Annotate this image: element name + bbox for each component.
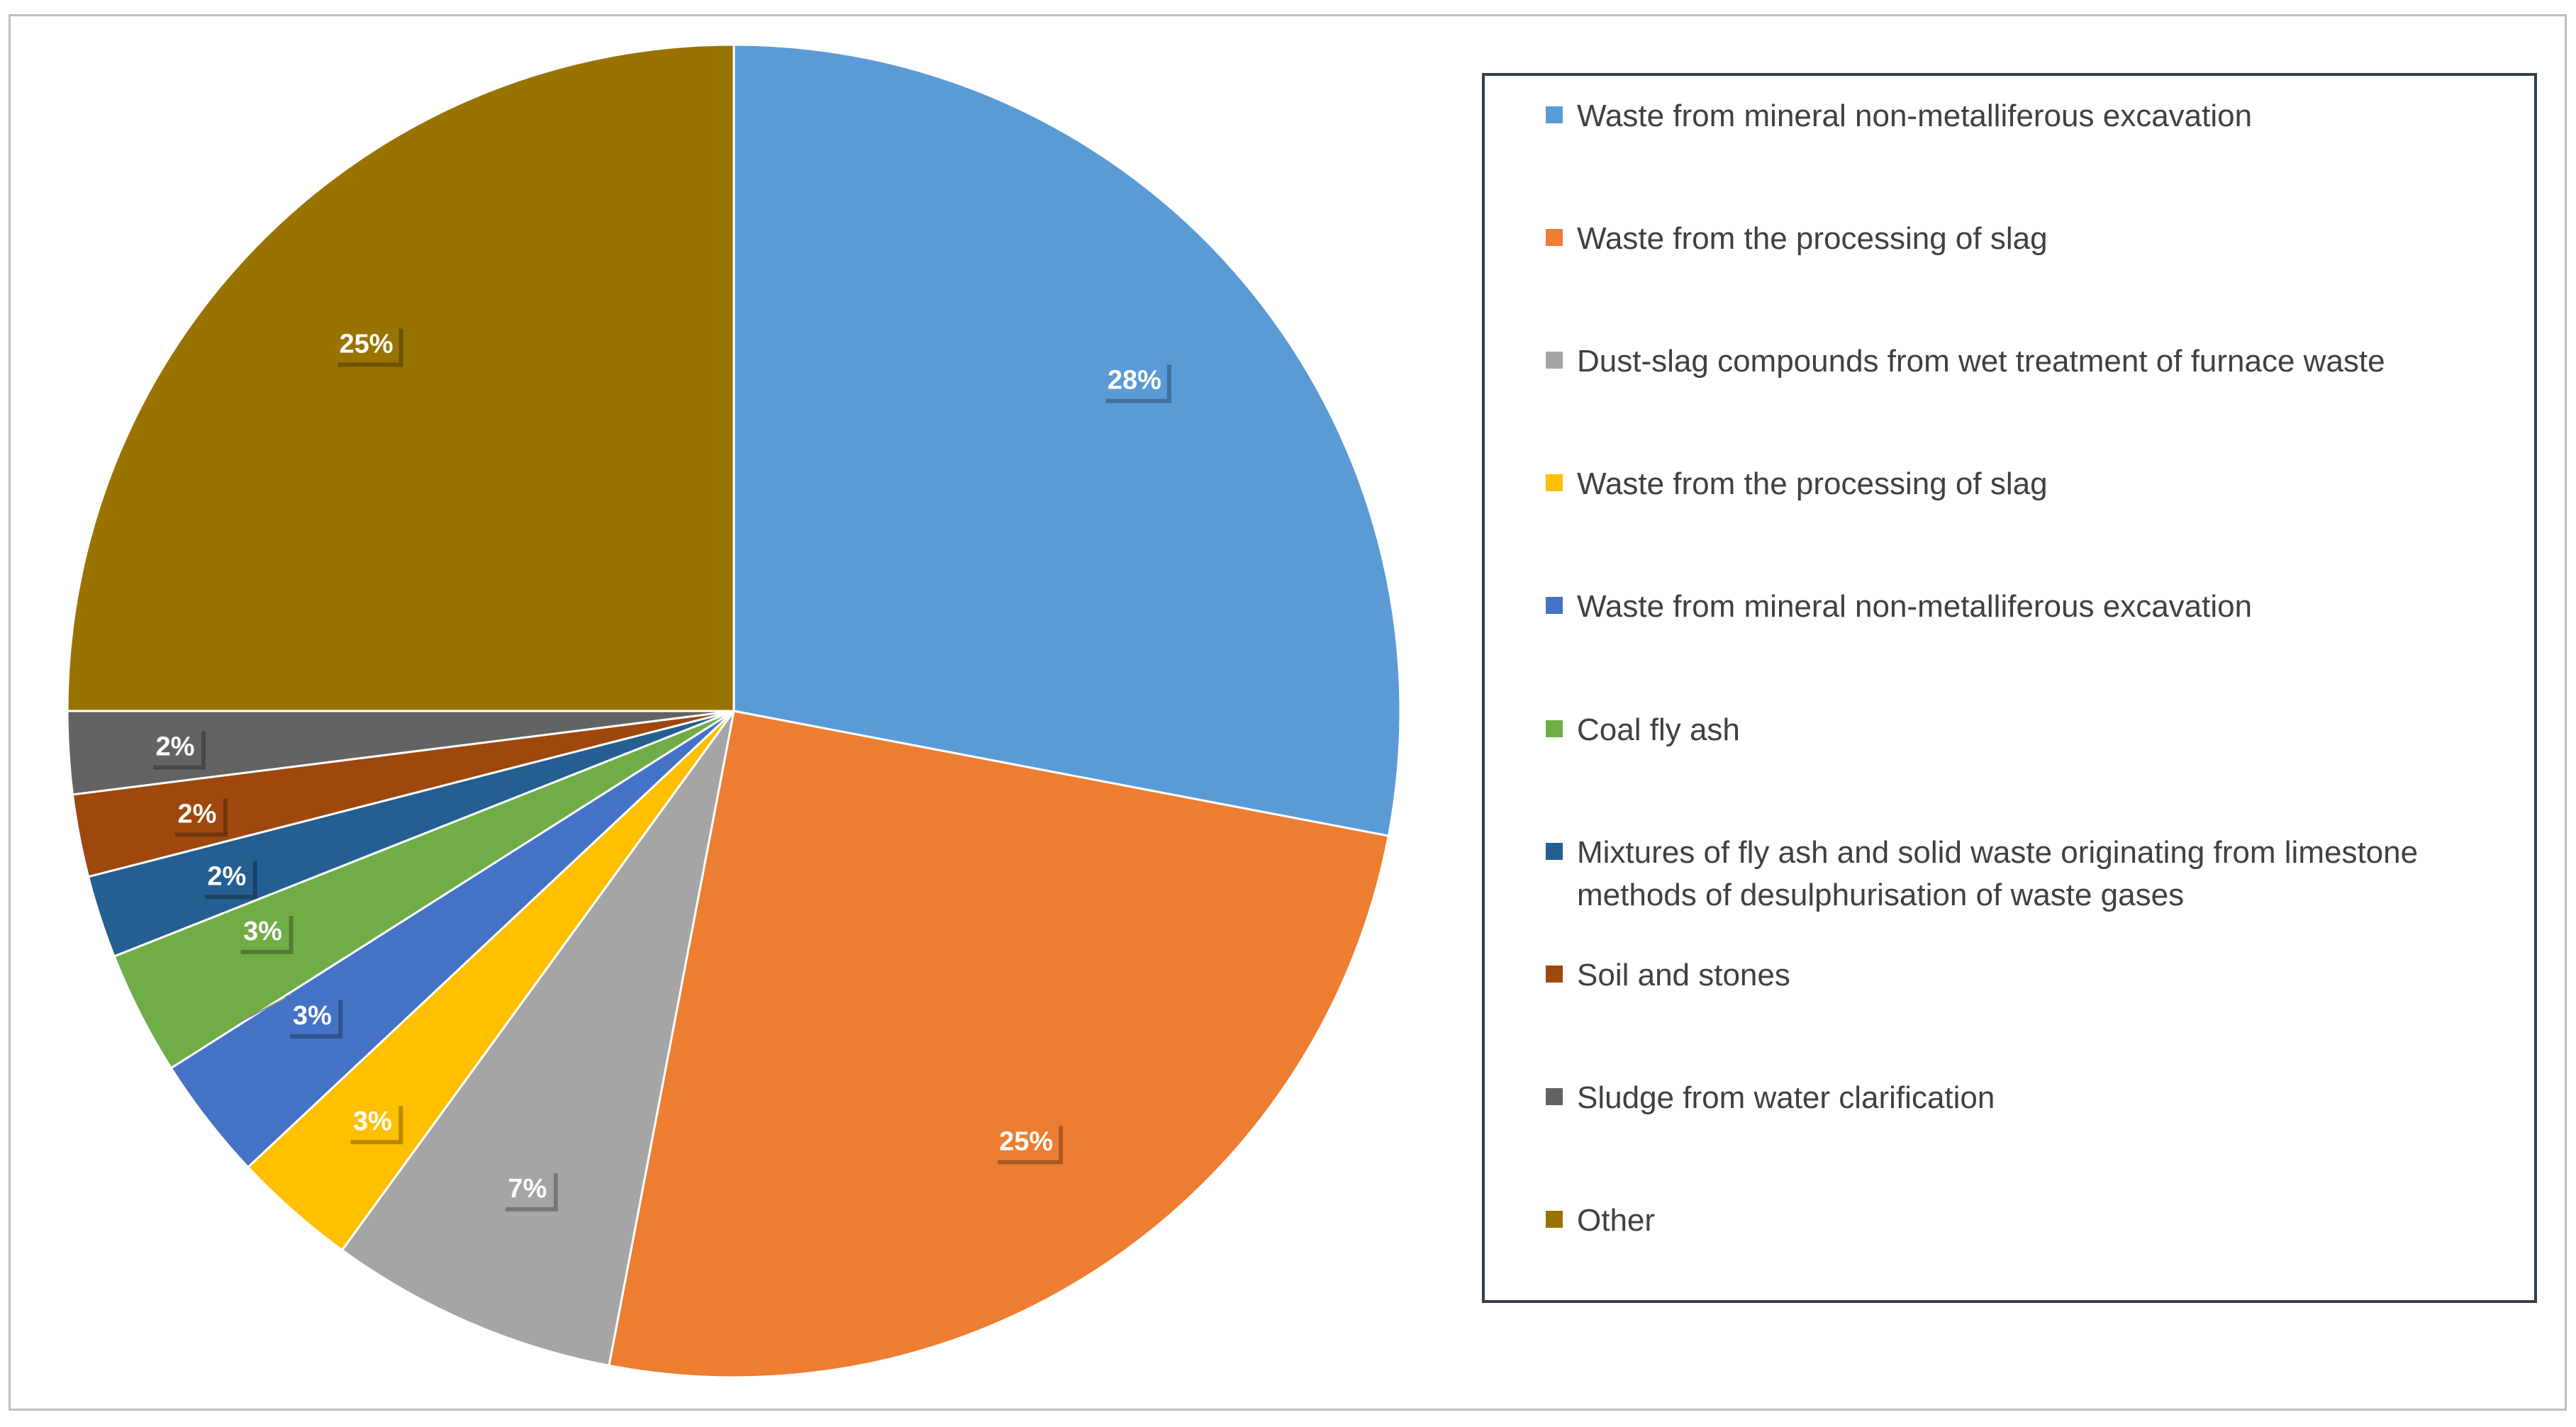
data-label-text: 2% <box>156 732 195 762</box>
data-label-text: 3% <box>353 1107 392 1136</box>
legend-label: Sludge from water clarification <box>1577 1080 1995 1115</box>
legend-swatch <box>1546 229 1563 246</box>
legend-label: Waste from mineral non-metalliferous exc… <box>1577 589 2253 624</box>
legend-label: Dust-slag compounds from wet treatment o… <box>1577 344 2385 379</box>
legend-label: Mixtures of fly ash and solid waste orig… <box>1577 835 2419 912</box>
legend-item: Waste from the processing of slag <box>1546 218 2517 260</box>
data-label-text: 28% <box>1108 366 1161 396</box>
data-label: 3% <box>346 1102 403 1145</box>
data-label: 2% <box>170 794 228 837</box>
data-label: 7% <box>501 1168 558 1211</box>
legend-swatch <box>1546 352 1563 369</box>
legend: Waste from mineral non-metalliferous exc… <box>1482 73 2537 1303</box>
data-label-box <box>286 995 339 1034</box>
legend-swatch <box>1546 966 1563 983</box>
data-label: 3% <box>236 911 294 954</box>
legend-swatch <box>1546 720 1563 737</box>
data-label-box <box>236 911 289 950</box>
legend-item: Mixtures of fly ash and solid waste orig… <box>1546 832 2517 917</box>
legend-label: Waste from mineral non-metalliferous exc… <box>1577 99 2253 133</box>
legend-swatch <box>1546 1211 1563 1228</box>
legend-swatch <box>1546 474 1563 491</box>
data-label-box <box>200 856 253 895</box>
pie-slice <box>66 43 735 712</box>
legend-item: Other <box>1546 1199 2517 1242</box>
legend-item: Waste from mineral non-metalliferous exc… <box>1546 586 2517 628</box>
legend-label: Coal fly ash <box>1577 712 1740 747</box>
data-labels: 28% 25% 7% 3% 3% 3% 2% 2% 2% 25% <box>149 324 1171 1211</box>
data-label-box <box>346 1102 399 1141</box>
legend-item: Waste from the processing of slag <box>1546 463 2517 505</box>
leader-line <box>236 995 291 1024</box>
pie-slice <box>732 43 1402 837</box>
data-label-box <box>993 1121 1059 1160</box>
legend-label: Soil and stones <box>1577 958 1790 992</box>
legend-swatch <box>1546 843 1563 860</box>
legend-item: Waste from mineral non-metalliferous exc… <box>1546 95 2517 138</box>
legend-swatch <box>1546 1088 1563 1105</box>
legend-item: Coal fly ash <box>1546 709 2517 751</box>
legend-swatch <box>1546 106 1563 123</box>
legend-label: Waste from the processing of slag <box>1577 466 2048 501</box>
data-label-box <box>1101 360 1167 399</box>
pie-slice <box>340 710 735 1367</box>
data-label-text: 25% <box>999 1126 1053 1156</box>
data-label-text: 3% <box>243 917 282 946</box>
legend-label: Waste from the processing of slag <box>1577 221 2048 256</box>
data-label-box <box>149 727 201 766</box>
data-label: 25% <box>993 1121 1064 1165</box>
data-label-text: 2% <box>207 861 246 891</box>
data-label-box <box>170 794 223 833</box>
leader-lines <box>236 995 291 1024</box>
pie-slices <box>66 43 1402 1379</box>
pie-slice <box>608 710 1390 1379</box>
legend-item: Dust-slag compounds from wet treatment o… <box>1546 340 2517 383</box>
legend-item: Soil and stones <box>1546 954 2517 997</box>
legend-item: Sludge from water clarification <box>1546 1077 2517 1119</box>
data-label-text: 3% <box>293 1001 332 1031</box>
legend-swatch <box>1546 597 1563 614</box>
data-label-box <box>333 324 399 363</box>
data-label: 28% <box>1101 360 1171 403</box>
legend-label: Other <box>1577 1203 1656 1238</box>
data-label-box <box>501 1168 554 1207</box>
data-label-text: 2% <box>177 799 216 829</box>
data-label: 2% <box>149 727 206 770</box>
data-label: 25% <box>333 324 403 367</box>
data-label: 2% <box>200 856 257 900</box>
data-label: 3% <box>286 995 343 1039</box>
data-label-text: 25% <box>339 330 393 359</box>
data-label-text: 7% <box>508 1174 547 1204</box>
